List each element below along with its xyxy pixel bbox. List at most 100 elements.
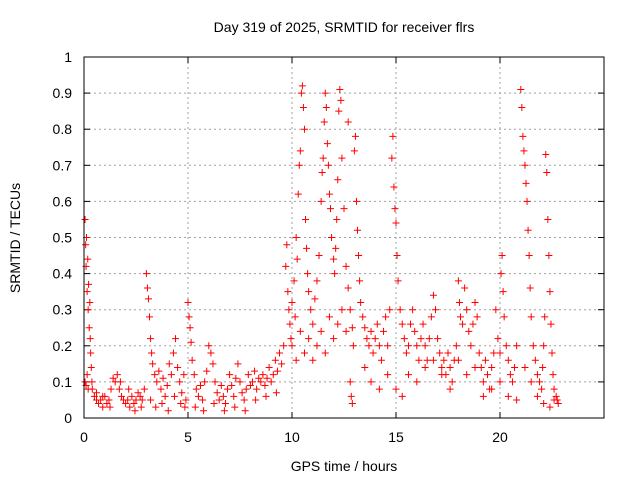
- data-point: [272, 389, 280, 397]
- data-point: [429, 356, 437, 364]
- data-point: [224, 385, 232, 393]
- data-point: [304, 270, 312, 278]
- data-point: [331, 270, 339, 278]
- data-point: [367, 378, 375, 386]
- data-point: [369, 349, 377, 357]
- data-point: [242, 385, 250, 393]
- data-point: [178, 389, 186, 397]
- y-tick-label: 0.3: [53, 302, 73, 318]
- data-point: [252, 396, 260, 404]
- data-point: [164, 407, 172, 415]
- y-tick-label: 0.6: [53, 193, 73, 209]
- data-point: [307, 306, 315, 314]
- data-point: [346, 378, 354, 386]
- data-point: [384, 342, 392, 350]
- data-point: [137, 403, 145, 411]
- data-point: [496, 349, 504, 357]
- data-point: [262, 392, 270, 400]
- data-point: [313, 342, 321, 350]
- data-point: [332, 244, 340, 252]
- data-point: [521, 161, 529, 169]
- data-point: [325, 190, 333, 198]
- data-point: [201, 378, 209, 386]
- data-point: [105, 396, 113, 404]
- grid-lines: [84, 57, 604, 418]
- data-point: [506, 371, 514, 379]
- data-point: [107, 385, 115, 393]
- data-point: [309, 320, 317, 328]
- data-point: [402, 349, 410, 357]
- data-point: [355, 252, 363, 260]
- data-point: [391, 205, 399, 213]
- data-point: [392, 219, 400, 227]
- data-point: [246, 382, 254, 390]
- data-point: [500, 313, 508, 321]
- data-point: [248, 378, 256, 386]
- data-point: [253, 385, 261, 393]
- data-point: [545, 252, 553, 260]
- data-point: [276, 349, 284, 357]
- data-point: [461, 284, 469, 292]
- data-point: [452, 342, 460, 350]
- data-point: [231, 403, 239, 411]
- data-point: [158, 400, 166, 408]
- data-point: [361, 363, 369, 371]
- data-point: [300, 125, 308, 133]
- data-point: [363, 335, 371, 343]
- data-point: [481, 356, 489, 364]
- data-point: [282, 262, 290, 270]
- data-point: [302, 215, 310, 223]
- data-point: [471, 298, 479, 306]
- data-point: [386, 306, 394, 314]
- data-point: [390, 183, 398, 191]
- data-point: [446, 363, 454, 371]
- data-point: [169, 349, 177, 357]
- y-tick-label: 0: [64, 410, 72, 426]
- data-point: [261, 382, 269, 390]
- data-point: [540, 400, 548, 408]
- data-point: [357, 298, 365, 306]
- data-point: [550, 385, 558, 393]
- data-point: [174, 363, 182, 371]
- data-point: [504, 392, 512, 400]
- data-point: [90, 392, 98, 400]
- y-tick-label: 0.9: [53, 85, 73, 101]
- data-markers: [81, 82, 562, 415]
- x-tick-label: 10: [284, 429, 300, 445]
- data-point: [213, 389, 221, 397]
- data-point: [394, 277, 402, 285]
- chart-title: Day 319 of 2025, SRMTID for receiver flr…: [214, 19, 475, 35]
- data-point: [81, 215, 89, 223]
- data-point: [359, 313, 367, 321]
- data-point: [109, 374, 117, 382]
- data-point: [186, 324, 194, 332]
- y-axis-label: SRMTID / TECUs: [7, 183, 23, 293]
- data-point: [325, 313, 333, 321]
- data-point: [244, 371, 252, 379]
- data-point: [257, 378, 265, 386]
- data-point: [446, 385, 454, 393]
- data-point: [84, 306, 92, 314]
- data-point: [313, 277, 321, 285]
- data-point: [126, 403, 134, 411]
- data-point: [419, 320, 427, 328]
- data-point: [86, 335, 94, 343]
- data-point: [335, 107, 343, 115]
- data-point: [382, 313, 390, 321]
- plot-frame: [83, 56, 605, 419]
- data-point: [136, 392, 144, 400]
- data-point: [163, 382, 171, 390]
- data-point: [524, 226, 532, 234]
- data-point: [380, 327, 388, 335]
- data-point: [334, 320, 342, 328]
- data-point: [347, 392, 355, 400]
- data-point: [342, 327, 350, 335]
- data-point: [338, 306, 346, 314]
- data-point: [319, 154, 327, 162]
- data-point: [497, 270, 505, 278]
- y-tick-labels: 0 0.1 0.2 0.3 0.4 0.5 0.6 0.7 0.8 0.9 1: [53, 49, 73, 426]
- data-point: [421, 342, 429, 350]
- data-point: [523, 197, 531, 205]
- data-point: [232, 374, 240, 382]
